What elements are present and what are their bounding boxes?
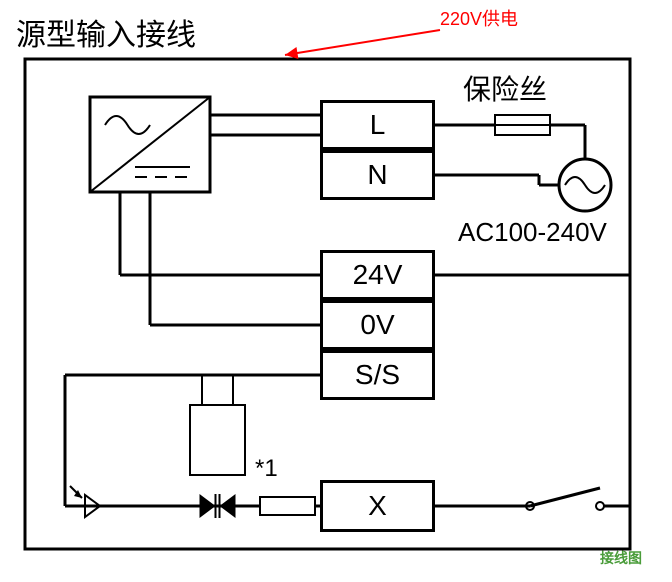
wiring-svg [0, 0, 672, 582]
diagram-stage: 源型输入接线 220V供电 保险丝 AC100-240V *1 接线图 LN24… [0, 0, 672, 582]
